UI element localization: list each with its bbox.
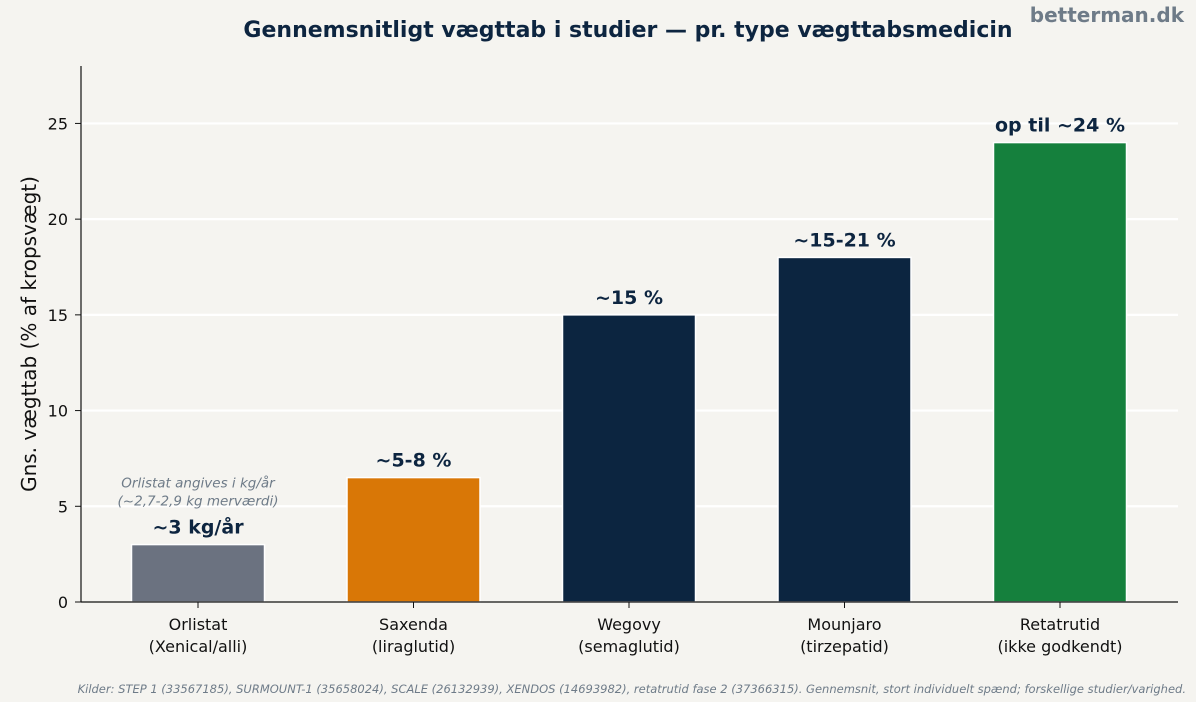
y-tick-label: 15	[48, 306, 68, 325]
annotations: Orlistat angives i kg/år (~2,7-2,9 kg mer…	[118, 475, 279, 510]
x-ticks: Orlistat (Xenical/alli) Saxenda (liraglutid…	[149, 602, 1123, 656]
x-tick-label-line: Orlistat	[169, 615, 228, 634]
data-label: ~5-8 %	[376, 450, 452, 472]
x-tick-label-line: Saxenda	[379, 615, 448, 634]
bar	[561, 314, 697, 603]
y-tick-label: 5	[58, 497, 68, 516]
bar	[130, 543, 266, 603]
x-tick-label-line: (semaglutid)	[578, 637, 680, 656]
data-label: op til ~24 %	[995, 115, 1125, 137]
x-tick-label-line: (Xenical/alli)	[149, 637, 248, 656]
data-label: ~3 kg/år	[152, 515, 244, 539]
x-tick-label: Mounjaro (tirzepatid)	[800, 615, 889, 656]
chart-title: Gennemsnitligt vægttab i studier — pr. t…	[243, 18, 1012, 43]
x-tick-label-line: Mounjaro	[807, 615, 881, 634]
bars	[130, 141, 1128, 603]
watermark: betterman.dk	[1030, 3, 1185, 27]
x-tick-label: Saxenda (liraglutid)	[372, 615, 455, 656]
x-tick-label-line: (ikke godkendt)	[997, 637, 1122, 656]
annotation-line: Orlistat angives i kg/år	[121, 475, 276, 492]
y-tick-label: 25	[48, 114, 68, 133]
y-axis-label: Gns. vægttab (% af kropsvægt)	[17, 176, 41, 492]
data-label: ~15 %	[595, 287, 663, 309]
y-tick-label: 0	[58, 593, 68, 612]
bar	[346, 476, 481, 603]
y-tick-label: 20	[48, 210, 68, 229]
data-labels: ~3 kg/år ~5-8 % ~15 % ~15-21 % op til ~24 %	[152, 115, 1125, 539]
x-tick-label-line: Retatrutid	[1020, 615, 1100, 634]
bar	[777, 256, 912, 603]
x-tick-label: Wegovy (semaglutid)	[578, 615, 680, 656]
y-tick-label: 10	[48, 402, 68, 421]
x-tick-label-line: Wegovy	[597, 615, 661, 634]
x-tick-label-line: (tirzepatid)	[800, 637, 889, 656]
x-tick-label-line: (liraglutid)	[372, 637, 455, 656]
y-ticks: 0 5 10 15 20 25	[48, 114, 81, 612]
data-label: ~15-21 %	[793, 229, 895, 251]
bar	[992, 141, 1128, 603]
x-tick-label: Retatrutid (ikke godkendt)	[997, 615, 1122, 656]
source-note: Kilder: STEP 1 (33567185), SURMOUNT-1 (3…	[78, 682, 1186, 696]
annotation-line: (~2,7-2,9 kg merværdi)	[118, 494, 279, 510]
x-tick-label: Orlistat (Xenical/alli)	[149, 615, 248, 656]
